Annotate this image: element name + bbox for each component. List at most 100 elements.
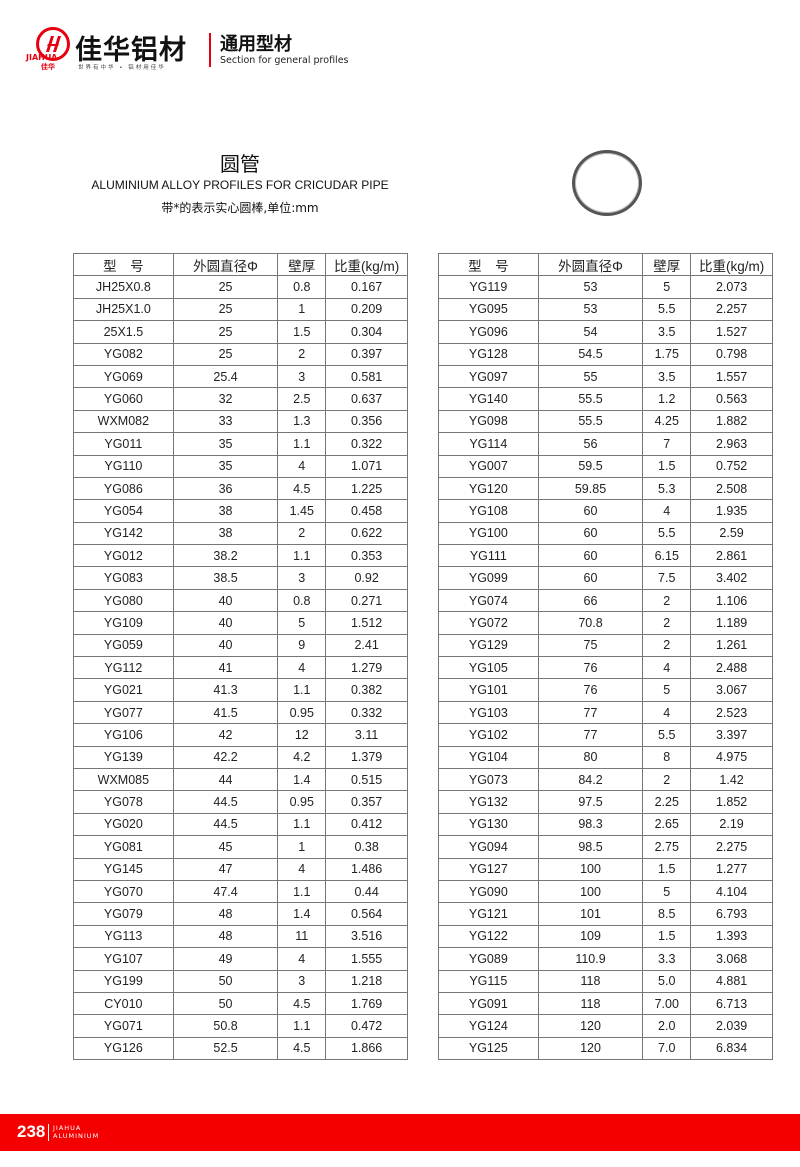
- cell-model: YG127: [438, 857, 539, 881]
- cell-outer-diameter: 59.5: [537, 454, 644, 478]
- cell-wall-thickness: 2: [277, 521, 327, 546]
- table-row: YG119 53 5 2.073: [438, 275, 773, 299]
- cell-outer-diameter: 25: [172, 342, 279, 366]
- cell-outer-diameter: 52.5: [172, 1036, 279, 1061]
- table-row: YG102 77 5.5 3.397: [438, 723, 773, 747]
- cell-model: YG079: [73, 902, 174, 926]
- cell-weight: 1.557: [690, 364, 773, 389]
- cell-model: YG110: [73, 454, 174, 478]
- cell-model: YG112: [73, 656, 174, 680]
- cell-wall-thickness: 1.1: [277, 544, 327, 568]
- table-row: YG132 97.5 2.25 1.852: [438, 790, 773, 814]
- cell-weight: 1.106: [690, 588, 773, 613]
- cell-outer-diameter: 25: [172, 297, 279, 322]
- cell-outer-diameter: 120: [537, 1036, 644, 1061]
- table-row: YG079 48 1.4 0.564: [73, 902, 408, 926]
- cell-model: YG090: [438, 879, 539, 904]
- cell-wall-thickness: 3: [277, 364, 327, 389]
- cell-outer-diameter: 36: [172, 476, 279, 501]
- header-divider: [209, 33, 211, 67]
- cell-wall-thickness: 2.5: [277, 387, 327, 411]
- cell-wall-thickness: 1.5: [277, 320, 327, 344]
- table-row: YG096 54 3.5 1.527: [438, 320, 773, 344]
- table-row: YG128 54.5 1.75 0.798: [438, 342, 773, 366]
- cell-weight: 3.067: [690, 678, 773, 702]
- cell-outer-diameter: 44.5: [172, 812, 279, 837]
- cell-outer-diameter: 25: [172, 320, 279, 344]
- cell-weight: 0.752: [690, 454, 773, 478]
- cell-weight: 3.11: [325, 723, 408, 747]
- cell-outer-diameter: 49: [172, 947, 279, 971]
- cell-outer-diameter: 80: [537, 745, 644, 769]
- cell-wall-thickness: 2.75: [642, 835, 692, 859]
- cell-weight: 1.225: [325, 476, 408, 501]
- section-title-en: Section for general profiles: [220, 55, 349, 66]
- table-row: YG104 80 8 4.975: [438, 745, 773, 769]
- cell-outer-diameter: 77: [537, 723, 644, 747]
- cell-outer-diameter: 47.4: [172, 879, 279, 904]
- cell-model: YG091: [438, 991, 539, 1016]
- cell-outer-diameter: 76: [537, 678, 644, 702]
- cell-wall-thickness: 1.5: [642, 454, 692, 478]
- table-row: YG107 49 4 1.555: [73, 947, 408, 971]
- cell-weight: 0.397: [325, 342, 408, 366]
- cell-wall-thickness: 8.5: [642, 902, 692, 926]
- cell-model: YG094: [438, 835, 539, 859]
- cell-wall-thickness: 3: [277, 969, 327, 993]
- cell-outer-diameter: 77: [537, 700, 644, 725]
- cell-weight: 2.488: [690, 656, 773, 680]
- cell-weight: 2.257: [690, 297, 773, 322]
- table-row: YG110 35 4 1.071: [73, 454, 408, 478]
- cell-wall-thickness: 7.5: [642, 566, 692, 590]
- cell-weight: 0.356: [325, 409, 408, 434]
- cell-outer-diameter: 47: [172, 857, 279, 881]
- cell-weight: 6.834: [690, 1036, 773, 1061]
- cell-wall-thickness: 7: [642, 432, 692, 456]
- col-weight: 比重(kg/m): [690, 252, 773, 277]
- cell-model: YG021: [73, 678, 174, 702]
- cell-weight: 2.19: [690, 812, 773, 837]
- cell-model: YG081: [73, 835, 174, 859]
- cell-model: JH25X1.0: [73, 297, 174, 322]
- cell-weight: 3.397: [690, 723, 773, 747]
- cell-wall-thickness: 1.3: [277, 409, 327, 434]
- cell-outer-diameter: 55.5: [537, 409, 644, 434]
- cell-weight: 0.637: [325, 387, 408, 411]
- cell-wall-thickness: 1.5: [642, 924, 692, 949]
- table-row: YG060 32 2.5 0.637: [73, 387, 408, 411]
- table-row: YG139 42.2 4.2 1.379: [73, 745, 408, 769]
- footer-bar: 238 JIAHUA ALUMINIUM: [0, 1114, 800, 1151]
- cell-model: YG007: [438, 454, 539, 478]
- jiahua-logo-icon: [36, 27, 70, 61]
- cell-weight: 0.357: [325, 790, 408, 814]
- cell-model: YG120: [438, 476, 539, 501]
- table-row: YG094 98.5 2.75 2.275: [438, 835, 773, 859]
- table-row: YG101 76 5 3.067: [438, 678, 773, 702]
- table-row: YG111 60 6.15 2.861: [438, 544, 773, 568]
- cell-model: YG115: [438, 969, 539, 993]
- cell-outer-diameter: 42: [172, 723, 279, 747]
- cell-model: YG121: [438, 902, 539, 926]
- cell-wall-thickness: 1.1: [277, 879, 327, 904]
- cell-wall-thickness: 5.5: [642, 521, 692, 546]
- cell-wall-thickness: 4: [277, 656, 327, 680]
- cell-model: YG109: [73, 611, 174, 635]
- cell-outer-diameter: 100: [537, 857, 644, 881]
- profile-table-right: 型 号 外圆直径Φ 壁厚 比重(kg/m) YG119 53 5 2.073 YG095…: [438, 252, 773, 1061]
- cell-outer-diameter: 55.5: [537, 387, 644, 411]
- cell-wall-thickness: 0.95: [277, 790, 327, 814]
- cell-model: YG020: [73, 812, 174, 837]
- table-row: YG120 59.85 5.3 2.508: [438, 476, 773, 501]
- table-row: YG083 38.5 3 0.92: [73, 566, 408, 590]
- cell-model: YG108: [438, 499, 539, 523]
- table-row: YG122 109 1.5 1.393: [438, 924, 773, 949]
- cell-weight: 1.279: [325, 656, 408, 680]
- cell-outer-diameter: 97.5: [537, 790, 644, 814]
- cell-weight: 0.563: [690, 387, 773, 411]
- cell-wall-thickness: 11: [277, 924, 327, 949]
- cell-wall-thickness: 0.8: [277, 275, 327, 299]
- table-row: YG108 60 4 1.935: [438, 499, 773, 523]
- logo-text: JIAHUA: [26, 53, 58, 62]
- cell-wall-thickness: 1: [277, 835, 327, 859]
- cell-outer-diameter: 44: [172, 767, 279, 792]
